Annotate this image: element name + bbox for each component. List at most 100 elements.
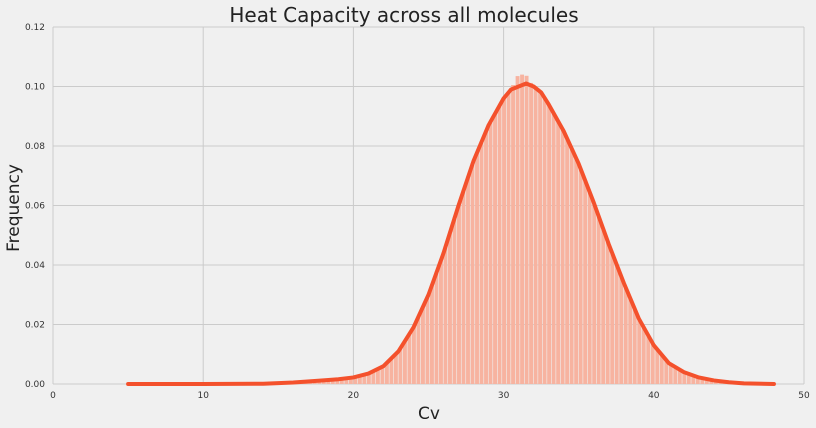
histogram-bar (677, 369, 682, 384)
histogram-bar (448, 231, 452, 384)
x-tick-label: 50 (798, 391, 810, 401)
histogram-bar (520, 74, 525, 384)
histogram-bar (673, 367, 678, 384)
histogram-bar (668, 364, 673, 384)
histogram-bar (704, 379, 709, 384)
histogram-bar (461, 189, 466, 384)
histogram-bar (682, 372, 687, 384)
histogram-bar (583, 181, 588, 384)
histogram-bar (434, 271, 439, 384)
histogram-bar (402, 340, 407, 384)
histogram-bar (484, 130, 488, 384)
histogram-bar (578, 169, 583, 384)
histogram-bar (457, 203, 461, 384)
histogram-bar (470, 163, 475, 384)
histogram-bar (695, 377, 700, 384)
y-tick-label: 0.10 (25, 83, 45, 93)
x-tick-label: 0 (50, 391, 56, 401)
histogram-bar (466, 176, 470, 384)
y-tick-label: 0.00 (25, 380, 45, 390)
histogram-bar (623, 288, 628, 384)
y-axis-label: Frequency (4, 164, 24, 252)
histogram-bar (610, 253, 615, 384)
histogram-bar (506, 92, 511, 384)
histogram-bar (339, 378, 344, 384)
histogram-bar (587, 192, 592, 384)
histogram-bar (574, 158, 579, 384)
histogram-bar (547, 105, 552, 384)
histogram-bar (344, 378, 349, 384)
histogram-bar (538, 91, 543, 384)
histogram-bar (357, 375, 362, 384)
histogram-bar (384, 362, 389, 384)
histogram-bar (605, 242, 610, 384)
x-tick-label: 20 (348, 391, 360, 401)
chart-title: Heat Capacity across all molecules (229, 3, 578, 27)
histogram-bar (592, 204, 597, 384)
histogram-bar (430, 284, 434, 384)
histogram-bar (353, 376, 358, 384)
histogram-bar (542, 98, 547, 385)
histogram-bar (614, 265, 619, 384)
histogram-bar (443, 245, 448, 384)
histogram-bar (619, 277, 624, 384)
histogram-bar (686, 373, 691, 384)
histogram-bar (371, 370, 376, 384)
histogram-bar (628, 298, 633, 384)
y-tick-label: 0.08 (25, 142, 45, 152)
histogram-bar (601, 229, 606, 384)
histogram-bars (204, 74, 772, 385)
histogram-bar (380, 366, 385, 384)
histogram-bar (646, 335, 651, 384)
histogram-bar (393, 353, 398, 384)
histogram-bar (655, 349, 660, 384)
histogram-bar (533, 88, 538, 384)
histogram-bar (452, 217, 457, 384)
histogram-bar (551, 113, 556, 384)
histogram-bar (664, 360, 669, 384)
histogram-bar (389, 357, 394, 384)
x-tick-labels: 0 10 20 30 40 50 (50, 391, 810, 401)
histogram-bar (709, 379, 714, 384)
histogram-bar (569, 149, 574, 384)
y-tick-labels: 0.00 0.02 0.04 0.06 0.08 0.10 0.12 (25, 23, 45, 390)
y-tick-label: 0.04 (25, 261, 45, 271)
histogram-bar (475, 151, 479, 384)
x-tick-label: 10 (197, 391, 209, 401)
histogram-bar (416, 316, 421, 384)
histogram-bar (407, 333, 412, 384)
histogram-bar (556, 121, 561, 384)
kde-line (126, 81, 776, 386)
histogram-bar (425, 296, 430, 384)
histogram-bar (637, 319, 642, 384)
histogram-bar (511, 85, 516, 384)
histogram-bar (659, 355, 664, 384)
histogram-bar (515, 76, 520, 385)
histogram-bar (420, 306, 425, 384)
histogram-bar (439, 259, 443, 384)
histogram-bar (330, 379, 335, 384)
histogram-bar (493, 113, 497, 384)
histogram-bar (560, 129, 565, 384)
x-axis-label: Cv (418, 404, 440, 424)
histogram-bar (479, 141, 484, 384)
histogram-bar (641, 327, 646, 384)
histogram-bar (411, 325, 416, 384)
x-tick-label: 40 (648, 391, 660, 401)
histogram-bar (529, 82, 534, 385)
histogram-bar (565, 139, 570, 384)
histogram-bar (497, 105, 502, 384)
y-tick-label: 0.12 (25, 23, 45, 33)
histogram-bar (524, 75, 529, 384)
histogram-bar (632, 309, 637, 384)
histogram-bar (700, 378, 705, 384)
histogram-bar (398, 347, 403, 384)
histogram-bar (335, 379, 340, 384)
x-tick-label: 30 (498, 391, 510, 401)
histogram-bar (502, 97, 507, 384)
y-tick-label: 0.06 (25, 202, 45, 212)
histogram-bar (488, 121, 493, 384)
histogram-bar (362, 374, 367, 384)
histogram-bar (596, 217, 601, 384)
